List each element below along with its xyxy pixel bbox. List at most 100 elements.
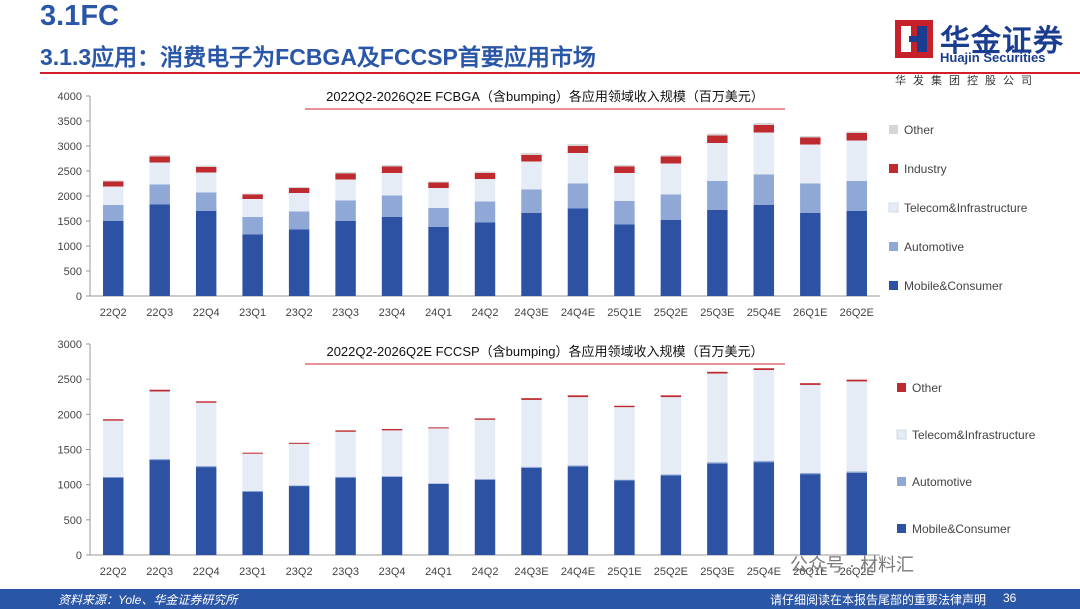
bar-mobile-consumer-22q2 (103, 477, 124, 555)
x-tick-label: 23Q4 (379, 566, 406, 578)
bar-mobile-consumer-23q4 (381, 476, 403, 555)
x-tick-label: 24Q4E (561, 566, 595, 578)
bar-automotive-26q2e (846, 181, 867, 211)
bar-other-25q3e (707, 371, 728, 374)
bar-other-26q1e (800, 383, 821, 385)
bar-telecom-infrastructure-24q4e (567, 397, 589, 466)
y-tick-label: 2500 (58, 374, 82, 386)
bar-telecom-infrastructure-22q2 (103, 420, 124, 477)
bar-mobile-consumer-26q2e (846, 472, 867, 555)
bar-other-23q4 (381, 165, 403, 167)
bar-mobile-consumer-23q3 (335, 477, 356, 555)
x-tick-label: 23Q3 (332, 566, 359, 578)
legend-swatch (897, 383, 906, 392)
fccsp-chart-svg: 0 500 1000 1500 2000 2500 3000 22Q2 22Q3 22Q4 23Q1… (58, 339, 1036, 578)
bar-other-24q2 (474, 418, 496, 420)
bar-telecom-infrastructure-23q4 (381, 173, 403, 196)
page-number: 36 (1003, 591, 1017, 605)
bar-telecom-infrastructure-24q4e (567, 153, 589, 184)
bar-telecom-infrastructure-23q1 (242, 199, 263, 217)
x-tick-label: 23Q3 (332, 307, 359, 319)
bar-telecom-infrastructure-25q1e (614, 173, 635, 201)
bar-mobile-consumer-25q2e (660, 220, 682, 296)
bar-other-22q2 (103, 419, 124, 421)
x-tick-label: 25Q3E (700, 307, 734, 319)
x-tick-label: 25Q4E (747, 307, 781, 319)
bar-industry-22q2 (103, 181, 124, 187)
bar-automotive-24q2 (474, 478, 496, 480)
bar-telecom-infrastructure-25q2e (660, 163, 682, 195)
x-tick-label: 24Q3E (514, 566, 548, 578)
bar-telecom-infrastructure-24q2 (474, 419, 496, 479)
bar-other-24q3e (521, 398, 542, 400)
bar-automotive-25q4e (753, 174, 775, 205)
footer-source: 资料来源：Yole、华金证券研究所 (58, 593, 238, 607)
bar-mobile-consumer-26q1e (800, 213, 821, 296)
watermark: 公众号 · 材料汇 (790, 555, 914, 575)
bar-other-23q1 (242, 193, 263, 195)
y-tick-label: 2000 (58, 409, 82, 421)
bar-other-26q2e (846, 379, 867, 382)
bar-automotive-23q3 (335, 476, 356, 478)
bar-industry-23q1 (242, 194, 263, 199)
bar-automotive-23q3 (335, 200, 356, 221)
legend-swatch (896, 429, 907, 440)
bar-other-25q1e (614, 405, 635, 408)
legend-label: Automotive (904, 240, 964, 254)
bar-other-25q2e (660, 395, 682, 398)
bar-mobile-consumer-24q3e (521, 213, 542, 296)
bar-automotive-22q2 (103, 205, 124, 221)
x-tick-label: 23Q1 (239, 566, 266, 578)
bar-other-23q2 (288, 442, 310, 444)
y-tick-label: 1500 (58, 445, 82, 457)
bar-automotive-23q1 (242, 490, 263, 492)
bar-mobile-consumer-24q4e (567, 208, 589, 296)
bar-telecom-infrastructure-23q3 (335, 431, 356, 477)
bar-mobile-consumer-25q4e (753, 205, 775, 296)
bar-automotive-26q1e (800, 472, 821, 475)
legend-swatch (888, 202, 899, 213)
bar-telecom-infrastructure-25q3e (707, 143, 728, 181)
y-tick-label: 3000 (58, 141, 82, 153)
bar-telecom-infrastructure-24q3e (521, 399, 542, 467)
bar-industry-22q3 (149, 156, 170, 163)
x-tick-label: 24Q1 (425, 307, 452, 319)
bar-other-25q4e (753, 368, 775, 371)
bar-telecom-infrastructure-26q1e (800, 144, 821, 184)
x-tick-label: 22Q4 (193, 307, 220, 319)
bar-telecom-infrastructure-23q3 (335, 179, 356, 201)
bar-automotive-25q2e (660, 474, 682, 476)
bar-automotive-23q4 (381, 195, 403, 217)
bar-automotive-26q1e (800, 183, 821, 213)
bar-other-24q1 (428, 427, 449, 429)
fccsp-chart: 0 500 1000 1500 2000 2500 3000 22Q2 22Q3 22Q4 23Q1… (0, 330, 1080, 588)
footer-disclaimer: 请仔细阅读在本报告尾部的重要法律声明 (770, 593, 987, 607)
bar-automotive-25q3e (707, 462, 728, 464)
bar-mobile-consumer-22q4 (195, 211, 217, 296)
y-tick-label: 3500 (58, 116, 82, 128)
x-tick-label: 26Q2E (840, 566, 874, 578)
bar-telecom-infrastructure-24q2 (474, 179, 496, 202)
fcbga-chart: 0 500 1000 1500 2000 2500 3000 3500 4000 22Q2 22Q3… (0, 82, 1080, 322)
logo-name-cn: 华金证券 (940, 25, 1064, 58)
bar-industry-26q1e (800, 137, 821, 145)
bar-mobile-consumer-24q4e (567, 466, 589, 555)
bar-industry-24q4e (567, 146, 589, 153)
chart-title: 2022Q2-2026Q2E FCBGA（含bumping）各应用领域收入规模（… (326, 89, 764, 104)
bar-mobile-consumer-23q2 (288, 229, 310, 296)
bar-mobile-consumer-23q2 (288, 486, 310, 555)
bar-industry-23q3 (335, 173, 356, 180)
bar-other-22q3 (149, 389, 170, 392)
bar-telecom-infrastructure-23q4 (381, 430, 403, 477)
bar-telecom-infrastructure-26q2e (846, 381, 867, 472)
chart-title: 2022Q2-2026Q2E FCCSP（含bumping）各应用领域收入规模（… (326, 344, 763, 359)
bar-industry-25q1e (614, 166, 635, 173)
bar-mobile-consumer-24q1 (428, 227, 449, 296)
bar-other-22q2 (103, 180, 124, 182)
legend-label: Mobile&Consumer (904, 279, 1003, 293)
x-tick-label: 23Q2 (286, 566, 313, 578)
bar-mobile-consumer-23q1 (242, 234, 263, 296)
x-tick-label: 24Q2 (472, 307, 499, 319)
x-tick-label: 22Q3 (146, 566, 173, 578)
x-tick-label: 26Q1E (793, 566, 827, 578)
